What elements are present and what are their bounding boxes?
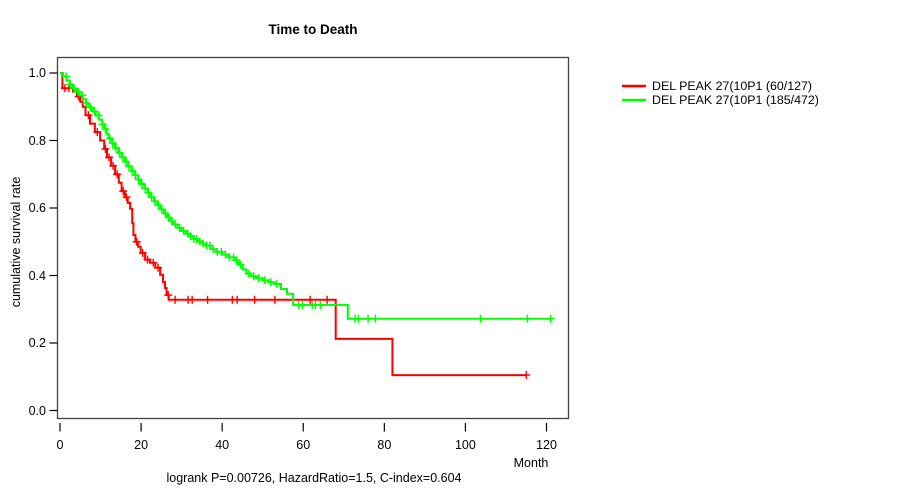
y-tick-label: 0.0: [28, 403, 46, 418]
y-tick-label: 1.0: [28, 66, 46, 80]
x-tick-label: 100: [454, 438, 476, 452]
legend-label-group1: DEL PEAK 27(10P1 (60/127): [652, 79, 813, 93]
group2-survival-curve: [60, 72, 551, 320]
y-tick-label: 0.2: [28, 336, 46, 350]
x-axis-label: Month: [513, 456, 549, 470]
x-tick-label: 40: [215, 438, 230, 452]
y-tick-label: 0.6: [28, 201, 46, 215]
legend-label-group2: DEL PEAK 27(10P1 (185/472): [652, 93, 819, 107]
x-tick-labels: 0 20 40 60 80 100 120: [0, 438, 900, 454]
y-tick-labels: 1.0 0.8 0.6 0.4 0.2 0.0: [0, 0, 46, 500]
stats-annotation: logrank P=0.00726, HazardRatio=1.5, C-in…: [166, 471, 462, 485]
x-tick-label: 80: [377, 438, 392, 452]
x-tick-label: 120: [536, 438, 557, 452]
x-tick-label: 60: [296, 438, 311, 452]
x-tick-label: 20: [134, 438, 149, 452]
y-tick-label: 0.8: [28, 133, 46, 148]
chart-title: Time to Death: [268, 22, 358, 37]
plot-box: [56, 56, 570, 420]
x-tick-label: 0: [56, 438, 64, 452]
y-tick-label: 0.4: [28, 268, 46, 283]
group1-survival-curve: [60, 72, 527, 377]
